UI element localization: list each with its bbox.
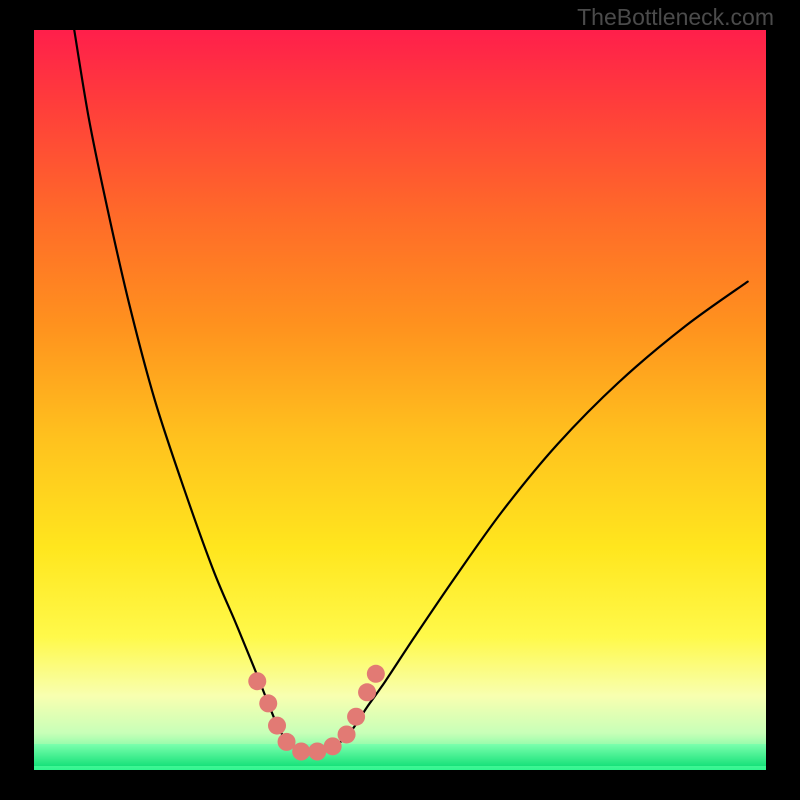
marker-dot: [248, 672, 266, 690]
marker-dot: [292, 743, 310, 761]
marker-dot: [338, 725, 356, 743]
marker-dot: [268, 717, 286, 735]
marker-dot: [367, 665, 385, 683]
bottleneck-v-curve: [74, 30, 747, 752]
watermark-text: TheBottleneck.com: [577, 4, 774, 31]
marker-dot: [308, 743, 326, 761]
marker-dot: [358, 683, 376, 701]
chart-container: TheBottleneck.com: [0, 0, 800, 800]
curve-layer: [0, 0, 800, 800]
marker-dot: [259, 694, 277, 712]
marker-dot: [324, 737, 342, 755]
marker-dot: [347, 708, 365, 726]
